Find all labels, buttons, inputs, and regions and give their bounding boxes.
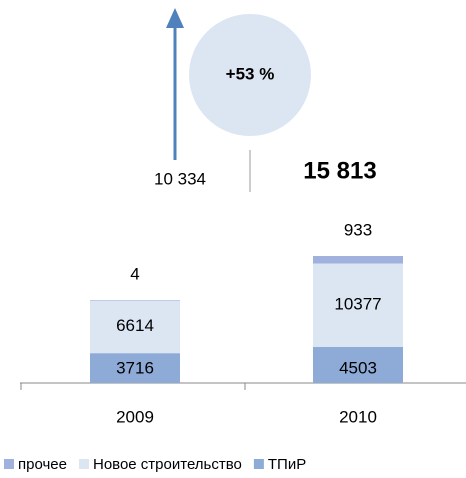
bar-segment [90, 300, 180, 354]
bar-segment [313, 346, 403, 383]
value-label: 4503 [339, 358, 377, 377]
legend-label: Новое строительство [93, 456, 242, 473]
total-2009: 10 334 [154, 169, 206, 188]
growth-circle [189, 14, 311, 136]
total-2010: 15 813 [303, 157, 376, 184]
bar-segment [313, 256, 403, 264]
value-label: 10377 [334, 295, 381, 314]
legend-swatch [4, 459, 14, 469]
value-label: 4 [130, 264, 139, 283]
bar-segment [313, 263, 403, 347]
legend-swatch [253, 459, 264, 469]
x-tick-label: 2010 [339, 407, 377, 426]
legend-label: ТПиР [268, 456, 306, 473]
bar-segment [90, 300, 180, 301]
growth-label: +53 % [226, 64, 275, 83]
bar-segment [90, 353, 180, 383]
value-label: 3716 [116, 358, 154, 377]
legend-label: прочее [18, 456, 67, 473]
value-label: 933 [344, 220, 372, 239]
legend-swatch [78, 459, 89, 469]
value-label: 6614 [116, 316, 154, 335]
x-tick-label: 2009 [116, 407, 154, 426]
growth-arrowhead [166, 8, 184, 28]
